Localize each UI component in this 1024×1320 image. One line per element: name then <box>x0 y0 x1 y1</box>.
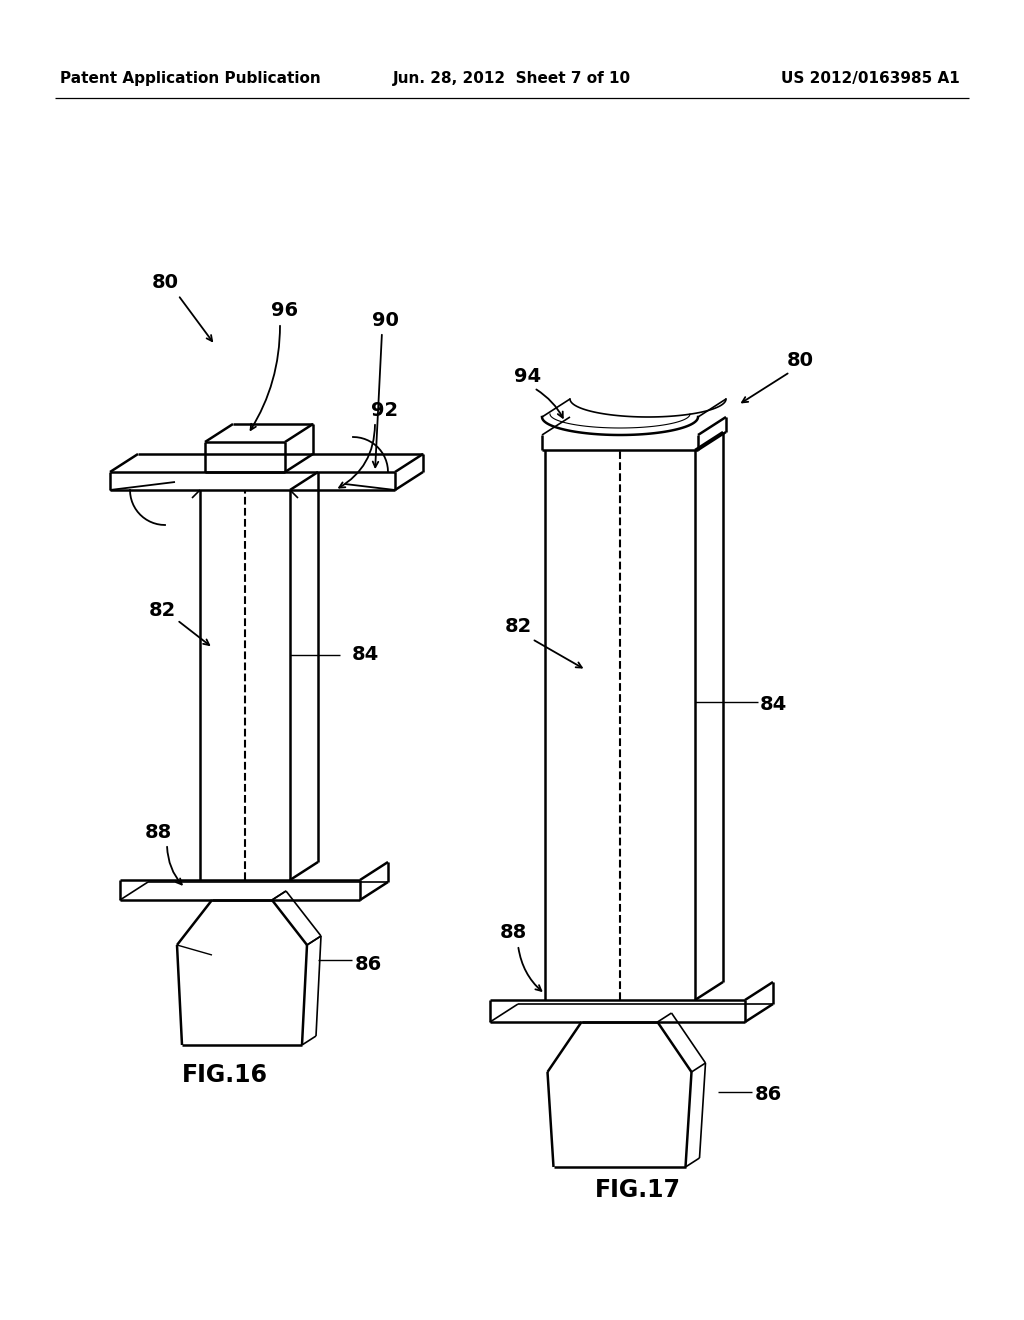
Text: 88: 88 <box>144 822 172 842</box>
Text: US 2012/0163985 A1: US 2012/0163985 A1 <box>781 70 961 86</box>
Text: 82: 82 <box>505 618 531 636</box>
Text: 90: 90 <box>372 310 398 330</box>
Text: 86: 86 <box>355 956 382 974</box>
Text: FIG.16: FIG.16 <box>182 1063 268 1086</box>
Text: 80: 80 <box>786 351 813 370</box>
Text: 84: 84 <box>760 696 787 714</box>
Text: 92: 92 <box>372 400 398 420</box>
Text: 82: 82 <box>148 601 176 619</box>
Text: 84: 84 <box>352 645 379 664</box>
Text: 96: 96 <box>271 301 299 319</box>
Text: FIG.17: FIG.17 <box>595 1177 681 1203</box>
Text: Jun. 28, 2012  Sheet 7 of 10: Jun. 28, 2012 Sheet 7 of 10 <box>393 70 631 86</box>
Text: 80: 80 <box>152 272 178 292</box>
Text: Patent Application Publication: Patent Application Publication <box>60 70 321 86</box>
Text: 88: 88 <box>500 923 526 941</box>
Text: 86: 86 <box>755 1085 782 1105</box>
Text: 94: 94 <box>514 367 542 385</box>
